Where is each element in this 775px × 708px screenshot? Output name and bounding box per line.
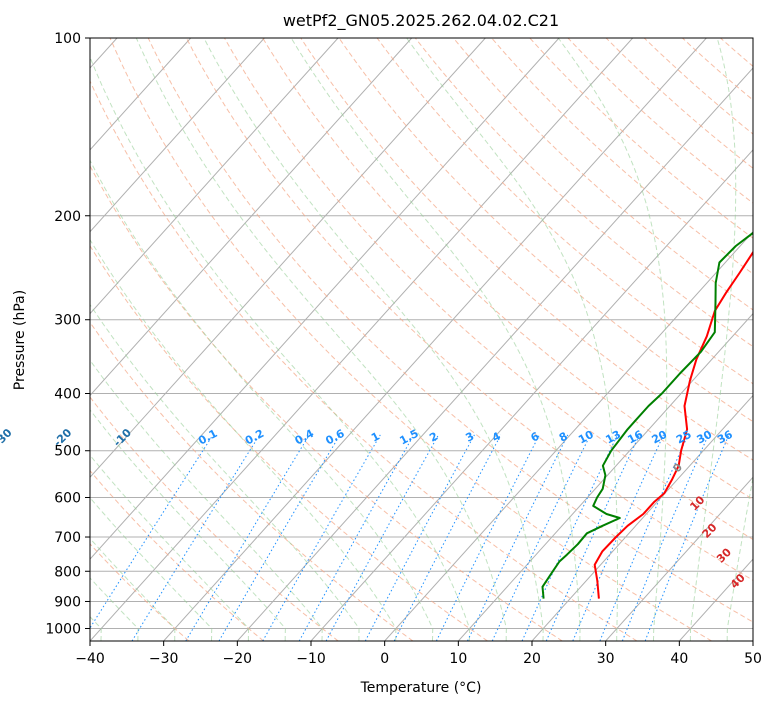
y-tick-label: 600 (54, 490, 81, 506)
mixing-ratio-line (621, 434, 709, 641)
mixing-ratio-line (393, 434, 502, 641)
dewpoint-line (541, 231, 753, 599)
x-tick-label: 30 (597, 651, 615, 667)
moist-adiabat-line (90, 409, 286, 641)
y-tick-label: 500 (54, 444, 81, 460)
mixing-ratio-line (185, 434, 310, 641)
y-axis: 100 200 300 400 500 600 700 800 900 1000 (45, 31, 90, 637)
mixing-ratio-label: 10 (576, 428, 596, 447)
moist-adiabat-line (90, 303, 360, 641)
sounding-curves (541, 231, 753, 599)
y-tick-label: 800 (54, 564, 81, 580)
x-axis: −40 −30 −20 −10 0 10 20 30 40 50 (75, 641, 762, 667)
mixing-ratio-line (545, 434, 640, 641)
y-tick-label: 400 (54, 387, 81, 403)
x-tick-label: 0 (380, 651, 389, 667)
mixing-ratio-label: 30 (695, 428, 715, 447)
mixing-ratio-line (572, 434, 664, 641)
plot-frame (89, 37, 754, 642)
mixing-ratio-line (325, 434, 439, 641)
dry-adiabat-line (90, 164, 563, 641)
mixing-ratio-line (435, 434, 540, 641)
moist-adiabat-line (90, 359, 323, 641)
dry-adiabat-line (338, 38, 753, 423)
y-tick-label: 900 (54, 594, 81, 610)
dry-adiabat-line (224, 38, 753, 541)
dry-adiabat-line (90, 469, 264, 641)
moist-adiabat-line (689, 38, 737, 641)
dry-adiabat-line (90, 79, 638, 641)
isotherm-line (90, 38, 339, 315)
mixing-ratio-line (364, 434, 475, 641)
moist-adiabat-line (203, 38, 544, 641)
x-tick-label: −40 (75, 651, 105, 667)
x-axis-label: Temperature (°C) (360, 680, 482, 696)
mixing-ratio-line (131, 434, 261, 641)
moist-adiabat-line (557, 38, 668, 641)
mixing-ratio-label: 13 (603, 428, 623, 447)
y-tick-label: 100 (54, 31, 81, 47)
mixing-ratio-line (218, 434, 341, 641)
dry-adiabat-line (185, 38, 753, 581)
chart-title: wetPf2_GN05.2025.262.04.02.C21 (283, 11, 559, 31)
isotherm-line (163, 38, 707, 641)
plot-area (90, 38, 753, 641)
x-tick-label: −20 (223, 651, 253, 667)
y-tick-label: 200 (54, 209, 81, 225)
mixing-ratio-label: 25 (674, 428, 694, 447)
isotherm-line (384, 230, 753, 641)
moist-adiabat-line (726, 474, 753, 641)
x-tick-label: 20 (523, 651, 541, 667)
dry-adiabat-line (147, 38, 753, 623)
isotherm-line (457, 312, 753, 641)
isotherm-line (90, 38, 265, 233)
dry-adiabat-line (109, 38, 712, 641)
isotherm-line (90, 38, 560, 560)
moist-adiabat-line (90, 454, 250, 641)
isotherm-line (90, 38, 192, 151)
y-tick-label: 700 (54, 530, 81, 546)
isotherm-line (90, 38, 413, 397)
mixing-ratio-label: 36 (715, 428, 735, 447)
x-tick-label: 40 (670, 651, 688, 667)
isotherm-line (605, 476, 753, 641)
temperature-line (593, 250, 753, 599)
moist-adiabat-line (90, 238, 397, 641)
x-tick-label: 50 (744, 651, 762, 667)
dry-adiabat-line (262, 38, 753, 501)
isotherm-line (90, 38, 486, 479)
isotherm-line (236, 67, 753, 641)
dry-adiabat-line (90, 244, 488, 641)
mixing-ratio-line (644, 434, 730, 641)
y-tick-label: 1000 (45, 621, 81, 637)
mixing-ratio-line (262, 434, 381, 641)
mixing-ratio-line (298, 434, 415, 641)
dry-adiabat-line (90, 321, 414, 641)
x-tick-label: 10 (449, 651, 467, 667)
dry-adiabat-line (453, 38, 753, 311)
mixing-ratio-label: 20 (650, 428, 670, 447)
isotherm-line (90, 38, 634, 641)
moist-adiabat-line (90, 55, 471, 641)
x-tick-label: −30 (149, 651, 179, 667)
mixing-ratio-line (90, 434, 214, 629)
y-axis-label: Pressure (hPa) (12, 290, 28, 390)
y-tick-label: 300 (54, 313, 81, 329)
isotherm-line (531, 394, 753, 641)
moist-adiabat-line (135, 38, 507, 641)
moist-adiabat-line (290, 38, 581, 641)
x-tick-label: −10 (296, 651, 326, 667)
moist-adiabat-line (90, 159, 434, 641)
mixing-ratio-label: 16 (625, 428, 645, 447)
